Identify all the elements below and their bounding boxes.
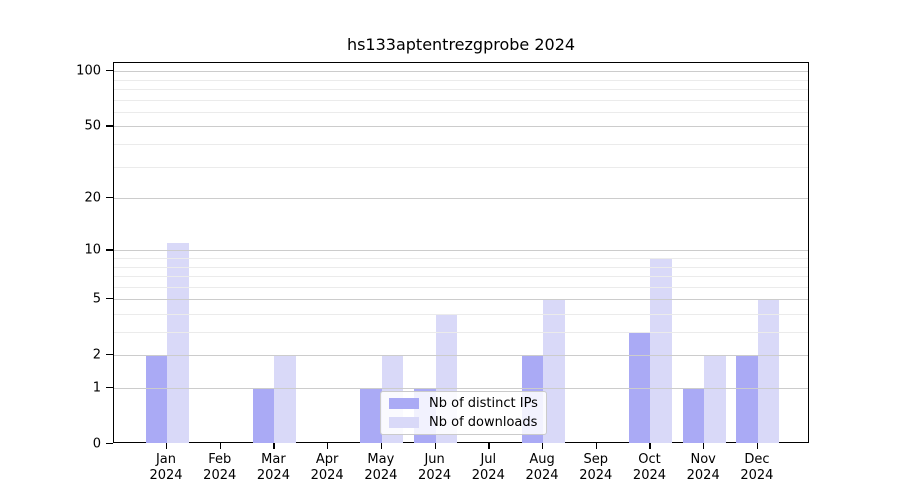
gridline-y-7 [114,276,808,278]
x-tick-mark [219,443,221,449]
gridline-y-9 [114,258,808,260]
x-tick-label-dec: Dec 2024 [740,452,774,483]
gridline-y-8 [114,266,808,268]
x-tick-mark [166,443,168,449]
legend-entry: Nb of distinct IPs [389,396,538,411]
y-tick-label: 100 [76,63,101,79]
x-tick-label-jan: Jan 2024 [149,452,183,483]
x-tick-mark [703,443,705,449]
x-tick-mark [649,443,651,449]
gridline-y-3 [114,332,808,334]
gridline-y-30 [114,166,808,168]
x-tick-label-apr: Apr 2024 [310,452,344,483]
legend-swatch-downloads [389,417,419,428]
bar-distinct-ips-dec [736,355,758,443]
y-tick-label: 2 [92,347,101,363]
bar-distinct-ips-nov [682,388,705,443]
x-tick-mark [488,443,490,449]
x-tick-mark [273,443,275,449]
x-tick-label-jun: Jun 2024 [418,452,452,483]
y-tick-label: 0 [92,436,101,451]
y-tick-mark [106,70,113,72]
legend: Nb of distinct IPs Nb of downloads [380,391,547,435]
y-tick-mark [106,197,113,199]
y-tick-label: 10 [84,242,101,258]
x-tick-mark [327,443,329,449]
gridline-y-10 [114,250,808,252]
y-tick-mark [106,125,113,127]
x-tick-mark [595,443,597,449]
gridline-y-2 [114,355,808,357]
gridline-y-50 [114,126,808,128]
bar-downloads-oct [650,258,672,443]
gridline-y-60 [114,112,808,114]
x-tick-label-sep: Sep 2024 [579,452,613,483]
bar-downloads-aug [543,299,565,443]
x-tick-label-may: May 2024 [364,452,398,483]
x-tick-mark [756,443,759,449]
bar-downloads-dec [757,299,780,443]
gridline-y-90 [114,79,808,81]
x-tick-label-nov: Nov 2024 [686,452,720,483]
bar-distinct-ips-oct [628,332,651,443]
y-tick-label: 20 [84,190,101,206]
gridline-y-1 [114,388,808,390]
plot-area [113,62,809,443]
x-tick-label-feb: Feb 2024 [203,452,237,483]
bar-downloads-nov [704,355,726,443]
gridline-y-5 [114,299,808,301]
legend-entry: Nb of downloads [389,415,538,430]
x-tick-mark [434,443,436,449]
y-tick-mark [106,387,113,389]
x-tick-label-mar: Mar 2024 [256,452,290,483]
bar-downloads-jan [167,243,189,443]
legend-label: Nb of downloads [429,415,538,430]
bar-distinct-ips-mar [252,388,275,443]
y-tick-label: 5 [92,291,101,307]
gridline-y-4 [114,314,808,316]
x-tick-label-oct: Oct 2024 [632,452,667,483]
bar-downloads-mar [274,355,296,443]
legend-swatch-distinct-ips [389,398,419,409]
x-tick-mark [542,443,544,449]
gridline-y-40 [114,144,808,146]
legend-label: Nb of distinct IPs [429,396,538,411]
gridline-y-70 [114,99,808,101]
gridline-y-20 [114,198,808,200]
bar-distinct-ips-jan [145,355,167,443]
gridline-y-100 [114,71,808,73]
y-tick-mark [106,354,113,356]
y-tick-mark [106,443,113,445]
y-tick-mark [106,298,113,300]
x-tick-mark [380,443,383,449]
x-tick-label-jul: Jul 2024 [471,452,505,483]
y-tick-label: 50 [84,118,101,134]
bar-distinct-ips-may [360,388,382,443]
chart-title: hs133aptentrezgprobe 2024 [346,35,576,54]
gridline-y-80 [114,89,808,91]
y-tick-label: 1 [92,380,101,396]
y-tick-mark [106,249,113,251]
x-tick-label-aug: Aug 2024 [525,452,559,483]
gridline-y-6 [114,286,808,288]
